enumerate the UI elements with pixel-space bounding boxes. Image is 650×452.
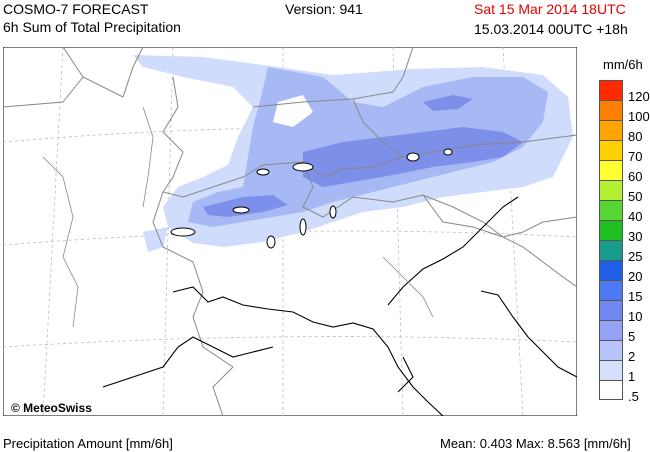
legend-tick-label: 5 [628,329,636,344]
legend-swatch [599,100,623,120]
legend-swatch [599,260,623,280]
legend-tick-label: .5 [628,389,639,404]
legend-swatch [599,280,623,300]
precipitation-gaps [273,95,313,127]
legend-tick-label: 60 [628,169,643,184]
valid-time: Sat 15 Mar 2014 18UTC [474,1,626,17]
chart-title: COSMO-7 FORECAST [3,1,149,17]
legend-swatch [599,120,623,140]
legend-swatch [599,320,623,340]
legend-swatch [599,140,623,160]
precipitation-map: © MeteoSwiss [3,47,577,416]
country-borders [3,47,577,416]
legend-swatch [599,220,623,240]
legend-tick-label: 10 [628,309,643,324]
legend-tick-label: 80 [628,129,643,144]
coastline [102,196,577,416]
chart-subtitle: 6h Sum of Total Precipitation [3,19,181,35]
legend-tick-label: 120 [628,89,650,104]
legend-swatch [599,300,623,320]
version-label: Version: 941 [285,1,363,17]
legend-swatch [599,180,623,200]
legend-swatch [599,80,623,100]
legend-unit: mm/6h [603,57,643,72]
legend-tick-label: 25 [628,249,643,264]
copyright-label: © MeteoSwiss [11,401,92,415]
legend-tick-label: 40 [628,209,643,224]
legend-swatch [599,160,623,180]
legend-tick-label: 70 [628,149,643,164]
legend-swatch [599,380,623,400]
legend-tick-label: 1 [628,369,636,384]
legend-tick-label: 15 [628,289,643,304]
legend-tick-label: 50 [628,189,643,204]
legend-tick-label: 20 [628,269,643,284]
legend-colorbar [599,80,625,400]
lakes [170,148,453,249]
legend-tick-label: 100 [628,109,650,124]
legend-swatch [599,360,623,380]
legend-swatch [599,240,623,260]
legend-tick-label: 2 [628,349,636,364]
legend-tick-label: 30 [628,229,643,244]
rivers [42,106,434,328]
footer-stats: Mean: 0.403 Max: 8.563 [mm/6h] [440,436,631,451]
legend-swatch [599,340,623,360]
legend-swatch [599,200,623,220]
footer-label: Precipitation Amount [mm/6h] [3,436,173,451]
run-time: 15.03.2014 00UTC +18h [474,21,628,37]
